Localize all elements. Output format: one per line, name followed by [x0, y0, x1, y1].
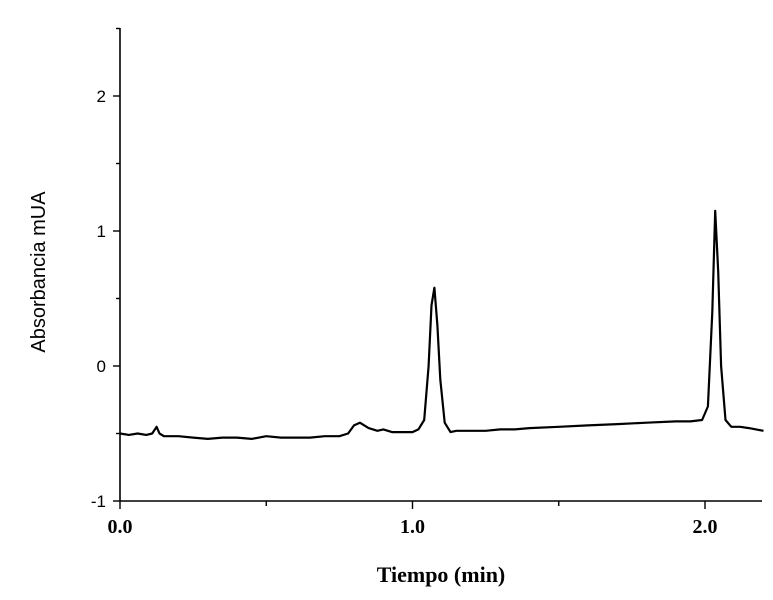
ticks	[113, 27, 706, 509]
x-tick-label: 0.0	[108, 516, 133, 538]
x-tick-label: 1.0	[400, 516, 425, 538]
y-tick-label: 1	[97, 222, 106, 241]
y-axis-title: Absorbancia mUA	[28, 191, 50, 353]
x-axis-title: Tiempo (min)	[377, 562, 506, 587]
x-tick-label: 2.0	[693, 516, 718, 538]
y-tick-label: 0	[97, 357, 106, 376]
y-tick-label: 2	[97, 87, 106, 106]
y-tick-label: -1	[91, 492, 106, 511]
absorbance-trace	[119, 209, 764, 440]
axes	[119, 28, 762, 502]
tick-labels: -1 0 1 2 0.0 1.0 2.0	[91, 87, 718, 538]
